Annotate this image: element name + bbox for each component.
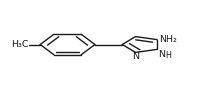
Text: N: N — [158, 50, 165, 59]
Text: NH₂: NH₂ — [159, 35, 177, 44]
Text: H₃C: H₃C — [12, 40, 29, 49]
Text: N: N — [132, 52, 139, 61]
Text: H: H — [165, 51, 171, 60]
